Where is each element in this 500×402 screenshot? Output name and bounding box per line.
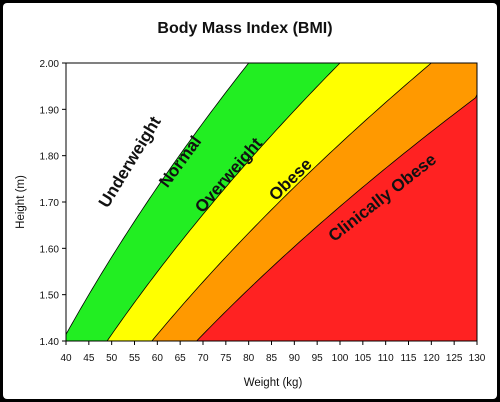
y-tick-label: 1.40 [40, 337, 60, 348]
x-tick-label: 130 [469, 353, 486, 364]
bmi-chart: Body Mass Index (BMI) 40 45 50 55 60 65 70 75 80… [15, 20, 486, 389]
y-tick-label: 1.50 [40, 291, 60, 302]
y-tick-label: 1.80 [40, 152, 60, 163]
x-tick-label: 85 [266, 353, 278, 364]
x-tick-label: 45 [83, 353, 95, 364]
x-tick-label: 95 [312, 353, 324, 364]
boundary-bmi-20 [65, 62, 249, 341]
x-tick-label: 70 [197, 353, 209, 364]
zone-normal [66, 63, 340, 341]
zone-overweight [107, 63, 432, 341]
x-ticks: 40 45 50 55 60 65 70 75 80 85 90 95 100 105 110 115 120 1… [60, 341, 486, 364]
chart-title: Body Mass Index (BMI) [157, 20, 332, 37]
x-tick-label: 90 [289, 353, 301, 364]
boundary-bmi-30 [151, 62, 432, 342]
x-tick-label: 115 [401, 353, 417, 364]
x-tick-label: 100 [332, 353, 349, 364]
x-tick-label: 80 [243, 353, 255, 364]
zone-boundaries [65, 62, 478, 342]
x-tick-label: 55 [129, 353, 141, 364]
y-ticks: 1.40 1.50 1.60 1.70 1.80 1.90 2.00 [40, 59, 66, 348]
x-axis-label: Weight (kg) [244, 377, 303, 389]
x-tick-label: 125 [446, 353, 463, 364]
boundary-bmi-25 [106, 62, 341, 342]
zone-obese [151, 63, 477, 341]
x-tick-label: 120 [423, 353, 440, 364]
y-tick-label: 2.00 [40, 59, 60, 70]
zone-underweight [66, 63, 249, 341]
chart-frame: Body Mass Index (BMI) 40 45 50 55 60 65 70 75 80… [3, 3, 497, 399]
boundary-bmi-35 [196, 63, 478, 342]
x-tick-label: 110 [378, 353, 394, 364]
y-tick-label: 1.70 [40, 198, 60, 209]
y-tick-label: 1.90 [40, 105, 60, 116]
x-tick-label: 60 [152, 353, 164, 364]
x-tick-label: 105 [354, 353, 371, 364]
x-tick-label: 50 [106, 353, 118, 364]
zone-clinically-obese [196, 63, 478, 341]
x-tick-label: 40 [60, 353, 72, 364]
y-axis-label: Height (m) [15, 175, 27, 229]
zone-areas [66, 63, 478, 341]
x-tick-label: 65 [175, 353, 187, 364]
y-tick-label: 1.60 [40, 244, 60, 255]
x-tick-label: 75 [220, 353, 232, 364]
